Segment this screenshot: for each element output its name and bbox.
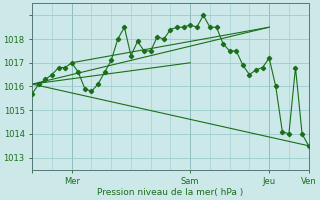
X-axis label: Pression niveau de la mer( hPa ): Pression niveau de la mer( hPa ) [97, 188, 244, 197]
